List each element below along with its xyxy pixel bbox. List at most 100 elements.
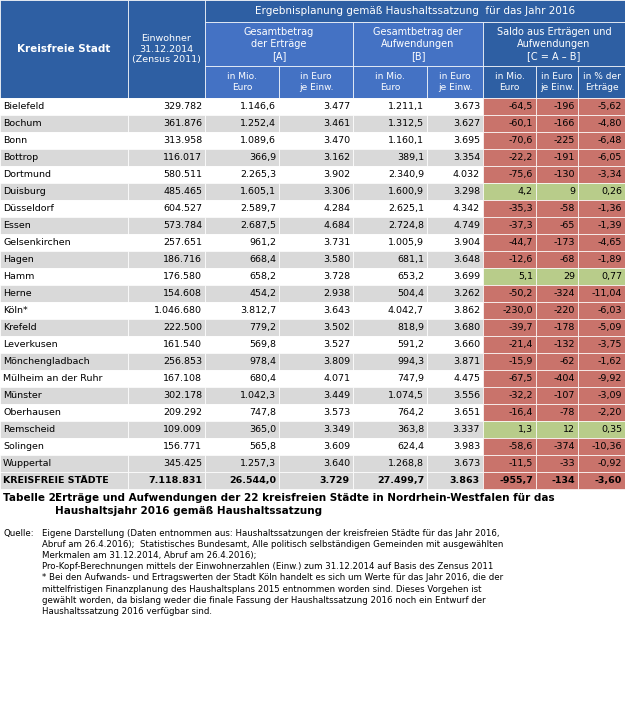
Bar	[353, 472, 427, 489]
Bar	[578, 353, 625, 370]
Bar	[353, 132, 427, 149]
Bar	[353, 353, 427, 370]
Bar	[536, 455, 578, 472]
Text: 4,2: 4,2	[518, 187, 533, 196]
Text: 1.268,8: 1.268,8	[388, 459, 424, 468]
Bar	[483, 183, 536, 200]
Text: -32,2: -32,2	[509, 391, 533, 400]
Bar	[279, 285, 353, 302]
Bar	[578, 285, 625, 302]
Text: 365,0: 365,0	[249, 425, 276, 434]
Bar	[128, 302, 205, 319]
Bar	[578, 268, 625, 285]
Bar	[205, 285, 279, 302]
Text: -75,6: -75,6	[509, 170, 533, 179]
Bar	[536, 319, 578, 336]
Bar	[128, 285, 205, 302]
Text: 27.499,7: 27.499,7	[377, 476, 424, 485]
Bar	[128, 421, 205, 438]
Bar	[128, 336, 205, 353]
Text: 4.684: 4.684	[323, 221, 350, 230]
Text: -220: -220	[554, 306, 575, 315]
Text: 4.342: 4.342	[453, 204, 480, 213]
Bar	[427, 319, 483, 336]
Text: 0,26: 0,26	[601, 187, 622, 196]
Bar	[0, 472, 128, 489]
Text: -191: -191	[554, 153, 575, 162]
Text: 2.265,3: 2.265,3	[240, 170, 276, 179]
Text: 2.724,8: 2.724,8	[388, 221, 424, 230]
Text: -58: -58	[559, 204, 575, 213]
Text: 9: 9	[569, 187, 575, 196]
Text: 3.862: 3.862	[453, 306, 480, 315]
Bar	[0, 302, 128, 319]
Bar	[578, 404, 625, 421]
Text: Bochum: Bochum	[3, 119, 42, 128]
Text: 222.500: 222.500	[163, 323, 202, 332]
Bar	[205, 268, 279, 285]
Text: -955,7: -955,7	[499, 476, 533, 485]
Bar	[205, 472, 279, 489]
Text: 1.046.680: 1.046.680	[154, 306, 202, 315]
Text: 3.643: 3.643	[322, 306, 350, 315]
Bar	[205, 217, 279, 234]
Text: 154.608: 154.608	[163, 289, 202, 298]
Bar	[128, 234, 205, 251]
Bar	[0, 455, 128, 472]
Bar	[0, 353, 128, 370]
Text: -65: -65	[559, 221, 575, 230]
Bar	[205, 455, 279, 472]
Bar	[205, 302, 279, 319]
Text: 257.651: 257.651	[163, 238, 202, 247]
Text: -70,6: -70,6	[509, 136, 533, 145]
Bar	[279, 66, 353, 98]
Text: -58,6: -58,6	[509, 442, 533, 451]
Text: 3.699: 3.699	[453, 272, 480, 281]
Bar	[353, 98, 427, 115]
Text: -21,4: -21,4	[509, 340, 533, 349]
Text: -22,2: -22,2	[509, 153, 533, 162]
Bar	[279, 438, 353, 455]
Bar	[427, 387, 483, 404]
Text: 961,2: 961,2	[249, 238, 276, 247]
Text: Saldo aus Erträgen und
Aufwendungen
[C = A – B]: Saldo aus Erträgen und Aufwendungen [C =…	[497, 28, 611, 60]
Text: Oberhausen: Oberhausen	[3, 408, 61, 417]
Text: -130: -130	[554, 170, 575, 179]
Text: 3.580: 3.580	[323, 255, 350, 264]
Bar	[353, 149, 427, 166]
Text: 818,9: 818,9	[397, 323, 424, 332]
Text: 3.337: 3.337	[452, 425, 480, 434]
Text: -44,7: -44,7	[509, 238, 533, 247]
Text: 3.648: 3.648	[453, 255, 480, 264]
Text: -374: -374	[554, 442, 575, 451]
Bar	[578, 149, 625, 166]
Text: Wuppertal: Wuppertal	[3, 459, 52, 468]
Text: -1,89: -1,89	[598, 255, 622, 264]
Bar	[427, 166, 483, 183]
Bar	[279, 404, 353, 421]
Bar	[536, 404, 578, 421]
Bar	[578, 319, 625, 336]
Bar	[483, 115, 536, 132]
Bar	[536, 115, 578, 132]
Bar	[353, 387, 427, 404]
Bar	[0, 285, 128, 302]
Text: Mönchengladbach: Mönchengladbach	[3, 357, 89, 366]
Bar	[427, 200, 483, 217]
Text: Mülheim an der Ruhr: Mülheim an der Ruhr	[3, 374, 102, 383]
Bar	[279, 421, 353, 438]
Bar	[128, 183, 205, 200]
Text: 1.600,9: 1.600,9	[388, 187, 424, 196]
Text: Bottrop: Bottrop	[3, 153, 38, 162]
Bar	[353, 183, 427, 200]
Text: 209.292: 209.292	[163, 408, 202, 417]
Bar	[0, 438, 128, 455]
Text: in Euro
je Einw.: in Euro je Einw.	[438, 72, 472, 92]
Bar	[0, 319, 128, 336]
Text: 29: 29	[563, 272, 575, 281]
Bar	[128, 149, 205, 166]
Text: KREISFREIE STÄDTE: KREISFREIE STÄDTE	[3, 476, 109, 485]
Text: -39,7: -39,7	[509, 323, 533, 332]
Text: 3.573: 3.573	[322, 408, 350, 417]
Bar	[279, 217, 353, 234]
